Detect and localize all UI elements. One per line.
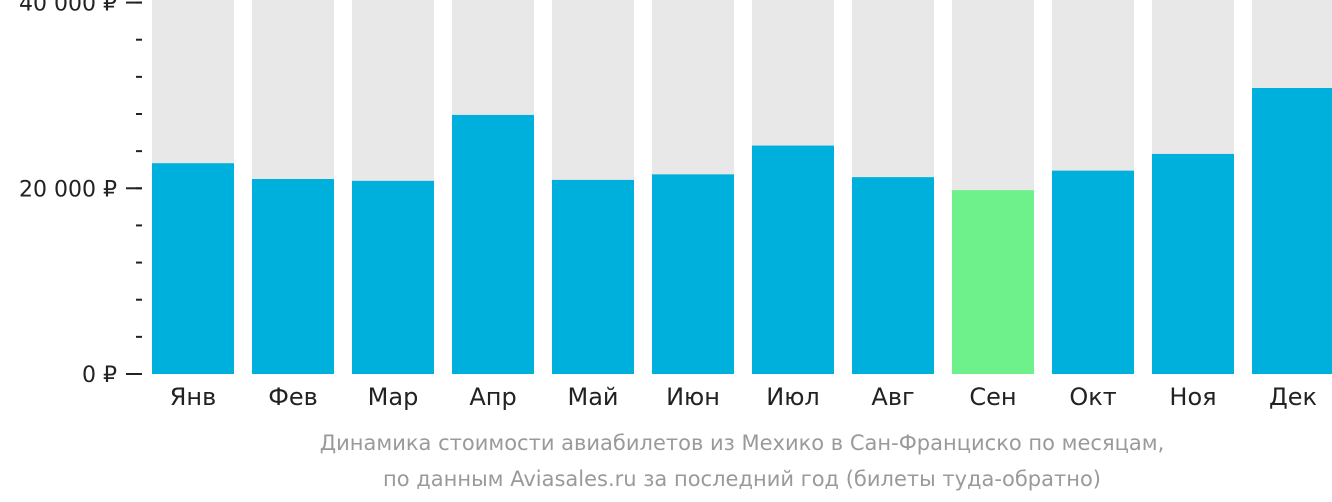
y-tick-label: 40 000 ₽ xyxy=(19,0,117,17)
y-axis: 0 ₽ 20 000 ₽ 40 000 ₽ xyxy=(19,0,142,388)
x-tick-label: Сен xyxy=(969,383,1016,411)
bar-7 xyxy=(852,177,934,374)
bar-8 xyxy=(952,190,1034,374)
x-tick-label: Июн xyxy=(666,383,720,411)
x-tick-label: Дек xyxy=(1269,383,1317,411)
x-tick-label: Фев xyxy=(268,383,318,411)
x-axis-labels: Янв Фев Мар Апр Май Июн Июл Авг Сен Окт Ноя Дек xyxy=(170,383,1317,411)
y-tick-label: 20 000 ₽ xyxy=(19,177,117,202)
bar-1 xyxy=(252,179,334,374)
bar-4 xyxy=(552,179,634,374)
y-tick-label: 0 ₽ xyxy=(82,363,117,388)
x-tick-label: Авг xyxy=(871,383,914,411)
x-tick-label: Май xyxy=(567,383,618,411)
x-tick-label: Ноя xyxy=(1169,383,1216,411)
bar-10 xyxy=(1152,153,1234,374)
bars xyxy=(152,88,1332,374)
bar-3 xyxy=(452,114,534,374)
x-tick-label: Янв xyxy=(170,383,217,411)
bar-5 xyxy=(652,174,734,374)
bar-6 xyxy=(752,145,834,374)
bar-0 xyxy=(152,163,234,374)
bar-9 xyxy=(1052,170,1134,374)
x-tick-label: Окт xyxy=(1069,383,1116,411)
chart-caption-line-1: Динамика стоимости авиабилетов из Мехико… xyxy=(319,431,1165,455)
x-tick-label: Июл xyxy=(766,383,820,411)
bar-2 xyxy=(352,180,434,374)
x-tick-label: Апр xyxy=(469,383,516,411)
bar-11 xyxy=(1252,88,1332,374)
chart-caption-line-2: по данным Aviasales.ru за последний год … xyxy=(383,467,1101,491)
x-tick-label: Мар xyxy=(368,383,419,411)
